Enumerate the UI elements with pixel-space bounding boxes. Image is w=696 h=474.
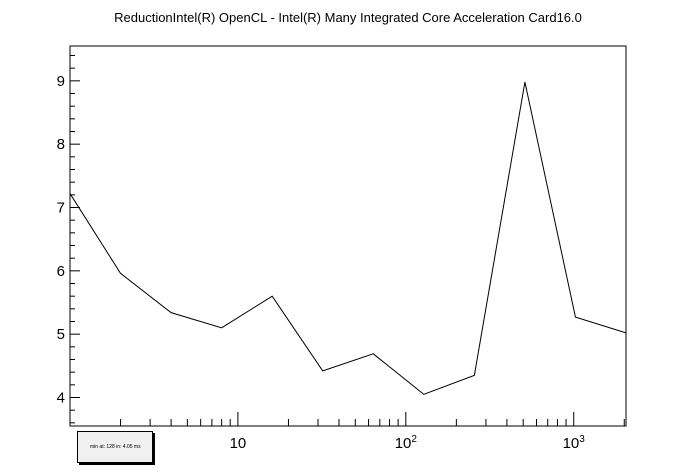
x-tick-label: 103 [563, 434, 586, 452]
y-tick-label: 4 [57, 390, 65, 407]
stats-box: min at: 128 in: 4.05 ms [77, 431, 153, 463]
y-tick-label: 5 [57, 326, 65, 343]
x-tick-label: 10 [230, 435, 247, 452]
y-tick-label: 8 [57, 136, 65, 153]
x-axis: 10 102 103 [69, 412, 625, 452]
series-line [69, 81, 627, 395]
chart-title: ReductionIntel(R) OpenCL - Intel(R) Many… [114, 10, 582, 25]
plot-frame [69, 45, 627, 427]
y-tick-label: 9 [57, 73, 65, 90]
y-tick-label: 6 [57, 263, 65, 280]
x-tick-label: 102 [395, 434, 418, 452]
stats-text: min at: 128 in: 4.05 ms [90, 444, 141, 450]
y-tick-label: 7 [57, 200, 65, 217]
y-axis: 4 5 6 7 8 9 [57, 55, 80, 424]
